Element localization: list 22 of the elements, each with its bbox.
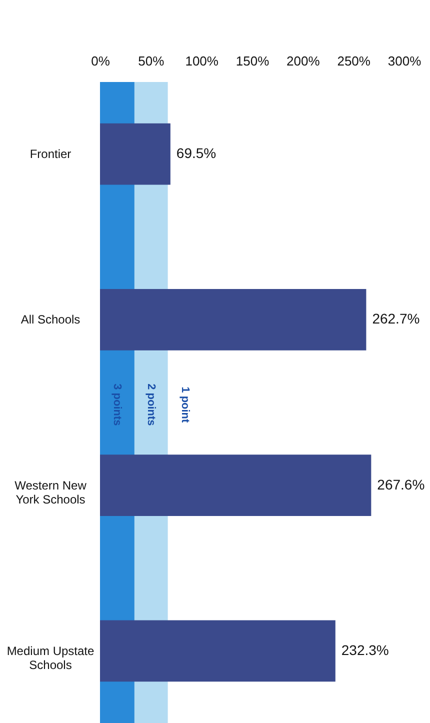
bar: [100, 123, 170, 185]
x-tick-label: 0%: [91, 54, 110, 68]
x-tick-label: 300%: [388, 54, 422, 68]
band-label: 3 points: [111, 384, 124, 426]
x-tick-label: 50%: [138, 54, 165, 68]
y-tick-label: Medium Upstate Schools: [6, 644, 95, 672]
bar: [100, 620, 336, 682]
bar: [100, 289, 366, 350]
data-label: 262.7%: [372, 310, 420, 327]
band-label: 1 point: [179, 386, 192, 424]
y-tick-label: All Schools: [20, 312, 80, 327]
x-tick-label: 150%: [236, 54, 270, 68]
x-tick-label: 100%: [185, 54, 219, 68]
y-tick-label: Frontier: [30, 147, 72, 162]
bar: [100, 454, 372, 516]
data-label: 232.3%: [341, 642, 389, 658]
data-label: 267.6%: [377, 476, 425, 492]
x-tick-label: 250%: [337, 54, 371, 68]
data-label: 69.5%: [176, 145, 216, 162]
y-tick-label: Western New York Schools: [14, 478, 87, 506]
band-label: 2 points: [145, 384, 158, 426]
x-tick-label: 200%: [286, 54, 320, 68]
